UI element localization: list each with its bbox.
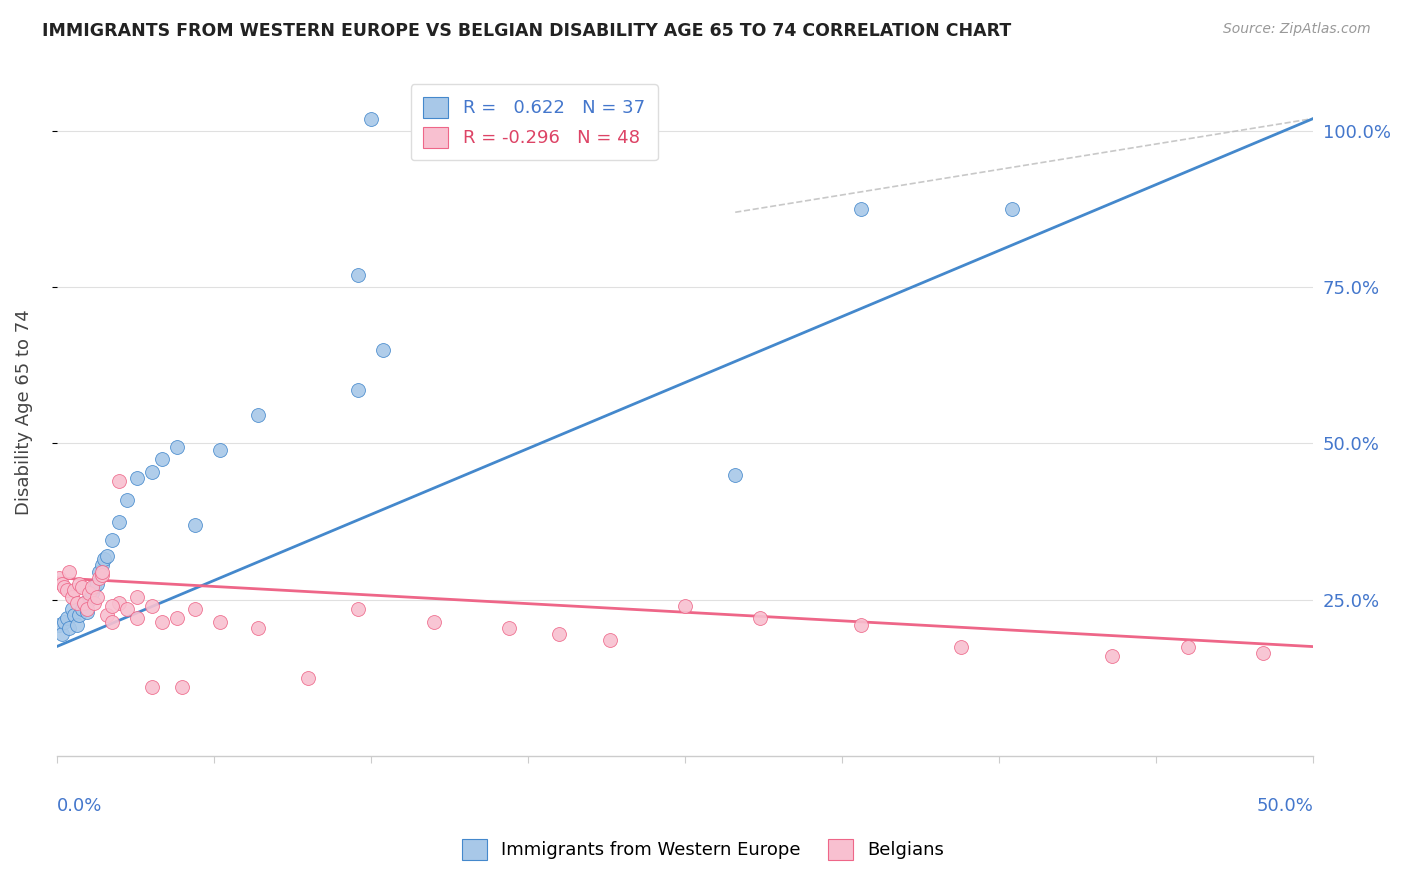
Point (90, 567, 112, 582)
Point (101, 533, 124, 548)
Text: Source: ZipAtlas.com: Source: ZipAtlas.com (1223, 22, 1371, 37)
Point (141, 680, 163, 694)
Point (150, 452, 173, 467)
Point (80, 586, 103, 600)
Point (246, 409, 269, 423)
Point (498, 621, 520, 635)
Point (749, 611, 772, 625)
Point (58, 621, 80, 635)
Point (246, 621, 269, 635)
Point (373, 343, 395, 357)
Point (48, 571, 70, 585)
Point (55, 611, 77, 625)
Point (125, 611, 148, 625)
Point (55, 583, 77, 598)
Point (101, 615, 124, 629)
Point (79, 586, 101, 600)
Point (53, 615, 76, 629)
Text: 0.0%: 0.0% (56, 797, 103, 814)
Point (70, 602, 93, 616)
Point (166, 611, 188, 625)
Point (66, 596, 89, 610)
Point (150, 615, 173, 629)
Point (166, 440, 188, 454)
Point (79, 592, 101, 607)
Point (96, 549, 118, 563)
Point (90, 558, 112, 573)
Point (93, 552, 115, 566)
Point (76, 602, 98, 616)
Point (172, 680, 194, 694)
Point (347, 602, 370, 616)
Point (360, 112, 382, 126)
Point (125, 590, 148, 604)
Point (141, 599, 163, 613)
Point (63, 608, 86, 623)
Point (53, 580, 76, 594)
Point (90, 565, 112, 579)
Point (48, 617, 70, 632)
Point (63, 583, 86, 598)
Point (599, 633, 621, 648)
Point (1101, 648, 1123, 663)
Text: 50.0%: 50.0% (1257, 797, 1313, 814)
Point (673, 599, 696, 613)
Point (141, 465, 163, 479)
Point (67, 608, 90, 623)
Point (849, 617, 872, 632)
Point (51, 577, 73, 591)
Point (58, 565, 80, 579)
Point (1251, 646, 1274, 660)
Point (60, 602, 83, 616)
Point (108, 474, 131, 488)
Point (184, 517, 207, 532)
Point (208, 442, 231, 457)
Point (70, 580, 93, 594)
Point (67, 577, 90, 591)
Point (108, 596, 131, 610)
Point (115, 602, 138, 616)
Point (849, 202, 872, 216)
Point (1001, 202, 1024, 216)
Legend: R =   0.622   N = 37, R = -0.296   N = 48: R = 0.622 N = 37, R = -0.296 N = 48 (411, 85, 658, 161)
Point (83, 596, 105, 610)
Point (108, 515, 131, 529)
Point (115, 492, 138, 507)
Point (101, 599, 124, 613)
Y-axis label: Disability Age 65 to 74: Disability Age 65 to 74 (15, 310, 32, 515)
Point (86, 577, 108, 591)
Point (60, 590, 83, 604)
Point (66, 617, 89, 632)
Point (125, 471, 148, 485)
Point (208, 615, 231, 629)
Point (297, 671, 319, 685)
Point (548, 627, 571, 641)
Point (73, 596, 96, 610)
Point (73, 596, 96, 610)
Legend: Immigrants from Western Europe, Belgians: Immigrants from Western Europe, Belgians (454, 831, 952, 867)
Point (86, 590, 108, 604)
Point (80, 580, 103, 594)
Point (1177, 640, 1199, 654)
Point (347, 384, 370, 398)
Point (76, 605, 98, 619)
Point (184, 602, 207, 616)
Point (83, 580, 105, 594)
Point (89, 565, 111, 579)
Point (51, 627, 73, 641)
Point (950, 640, 973, 654)
Text: IMMIGRANTS FROM WESTERN EUROPE VS BELGIAN DISABILITY AGE 65 TO 74 CORRELATION CH: IMMIGRANTS FROM WESTERN EUROPE VS BELGIA… (42, 22, 1011, 40)
Point (422, 615, 444, 629)
Point (347, 268, 370, 282)
Point (96, 608, 118, 623)
Point (89, 571, 111, 585)
Point (724, 467, 747, 482)
